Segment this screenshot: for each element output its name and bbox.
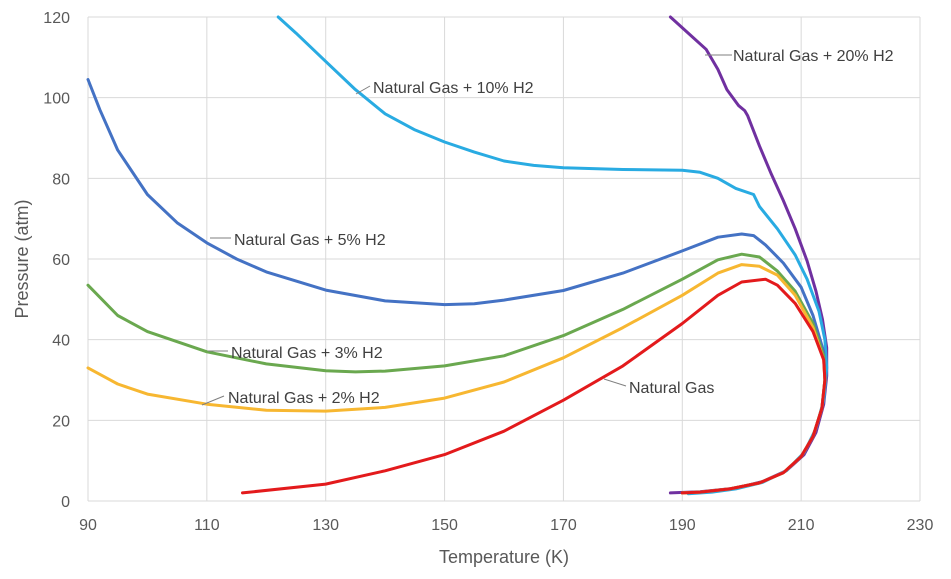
tick-labels: 90 110 130 150 170 190 210 230 0 20 40 60 80 100 120 bbox=[43, 10, 933, 534]
series-label: Natural Gas + 10% H2 bbox=[373, 80, 534, 97]
y-tick-label: 120 bbox=[43, 10, 70, 27]
y-tick-label: 20 bbox=[52, 413, 70, 430]
series-label: Natural Gas + 3% H2 bbox=[231, 345, 383, 362]
x-tick-label: 210 bbox=[788, 517, 815, 534]
x-tick-label: 130 bbox=[312, 517, 339, 534]
series-labels: Natural Gas + 20% H2 Natural Gas + 10% H2… bbox=[228, 48, 894, 407]
grid bbox=[87, 16, 921, 502]
label-leader-line bbox=[355, 85, 371, 95]
series-label: Natural Gas bbox=[629, 380, 714, 397]
label-leader-line bbox=[201, 395, 225, 406]
y-axis-title: Pressure (atm) bbox=[12, 199, 32, 318]
label-leaders bbox=[201, 54, 732, 406]
y-tick-label: 0 bbox=[61, 494, 70, 511]
series-line bbox=[86, 78, 827, 495]
series-label: Natural Gas + 2% H2 bbox=[228, 390, 380, 407]
series-label: Natural Gas + 20% H2 bbox=[733, 48, 894, 65]
x-tick-label: 110 bbox=[194, 517, 220, 534]
series-line bbox=[241, 277, 827, 495]
series-line bbox=[86, 252, 827, 495]
series-lines bbox=[86, 15, 829, 496]
x-tick-label: 170 bbox=[550, 517, 577, 534]
label-leader-line bbox=[603, 378, 627, 387]
x-tick-label: 90 bbox=[79, 517, 97, 534]
x-axis-title: Temperature (K) bbox=[439, 547, 569, 567]
y-tick-label: 40 bbox=[52, 333, 70, 350]
y-tick-label: 100 bbox=[43, 91, 70, 108]
x-tick-label: 190 bbox=[669, 517, 696, 534]
x-tick-label: 150 bbox=[431, 517, 458, 534]
series-label: Natural Gas + 5% H2 bbox=[234, 232, 386, 249]
x-tick-label: 230 bbox=[907, 517, 934, 534]
y-tick-label: 80 bbox=[52, 171, 70, 188]
y-tick-label: 60 bbox=[52, 252, 70, 269]
